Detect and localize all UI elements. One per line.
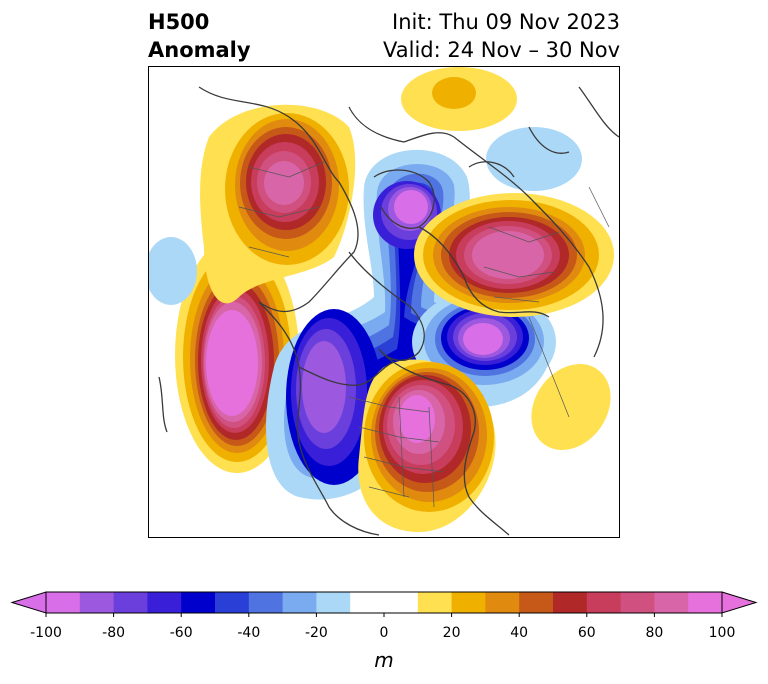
colorbar-tick-label: 80 [645,625,664,641]
anomaly-northeast-negative [486,127,582,191]
colorbar-segment [519,592,554,613]
colorbar-segment [316,592,351,613]
colorbar-segment [620,592,655,613]
colorbar-tick-label: -100 [30,625,62,641]
map-dates: Init: Thu 09 Nov 2023 Valid: 24 Nov – 30… [383,8,620,64]
colorbar-segment [282,592,317,613]
anomaly-map [148,66,620,538]
colorbar-tick-label: 100 [708,625,736,641]
colorbar-tick-label: 40 [510,625,529,641]
colorbar-segments [46,592,723,613]
colorbar-segment [113,592,148,613]
valid-range: Valid: 24 Nov – 30 Nov [383,38,620,62]
anomaly-nw-canada-trough [286,309,382,485]
colorbar-segment [553,592,588,613]
colorbar-extend-max [721,591,758,614]
anomaly-atlantic-ridge [531,364,611,450]
colorbar-extend-min [10,591,47,614]
colorbar-segment [248,592,284,613]
colorbar-segment [586,592,622,613]
colorbar-unit: m [374,648,394,672]
colorbar-tick-label: 20 [442,625,461,641]
init-date: Init: Thu 09 Nov 2023 [392,10,620,34]
anomaly-siberia-ridge [200,104,356,304]
anomaly-alaska-ridge [175,237,299,473]
colorbar-segment [688,592,723,613]
title-variable: H500 [148,10,210,34]
anomaly-arctic-ridge [401,67,517,131]
colorbar-tick-label: 60 [577,625,596,641]
anomaly-eastern-us-ridge [358,359,496,532]
colorbar-segment [46,592,81,613]
colorbar-tick-label: -20 [304,625,328,641]
colorbar-segment [147,592,182,613]
colorbar-segment [215,592,250,613]
colorbar-tick-label: 0 [379,625,389,641]
colorbar-segment [79,592,115,613]
colorbar-segment [350,592,419,613]
political-borders [238,161,610,508]
title-field: Anomaly [148,38,251,62]
anomaly-west-edge-negative [149,237,197,305]
colorbar-segment [654,592,689,613]
colorbar-tick-label: -80 [102,625,126,641]
colorbar-segment [485,592,520,613]
colorbar-segment [417,592,453,613]
map-title: H500 Anomaly [148,8,251,64]
anomaly-europe-ridge [414,193,614,317]
map-canvas [149,67,619,536]
colorbar-segment [451,592,486,613]
colorbar-tick-label: -40 [237,625,261,641]
coastlines [158,86,619,536]
colorbar-tick-label: -60 [169,625,193,641]
colorbar [10,591,758,617]
colorbar-segment [181,592,216,613]
